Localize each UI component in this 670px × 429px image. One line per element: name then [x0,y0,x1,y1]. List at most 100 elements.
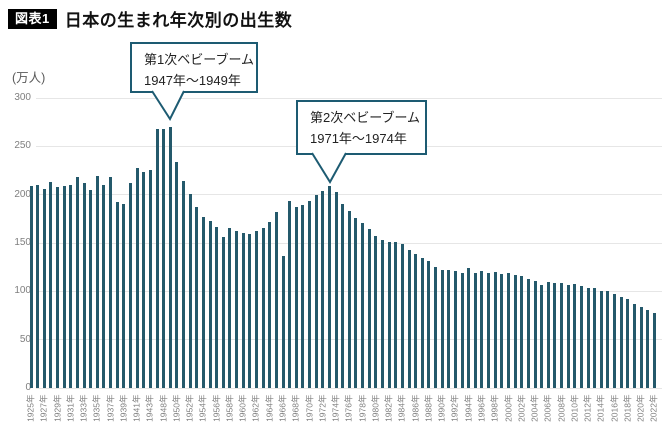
bar-1933 [82,182,86,388]
bar-1995 [473,273,477,388]
annotation-box-second-baby-boom: 第2次ベビーブーム 1971年〜1974年 [296,100,427,155]
bar-1977 [354,218,358,388]
y-tick-label-100: 100 [14,285,31,297]
bar-1989 [434,267,438,388]
x-tick-label-1964: 1964年 [264,394,275,422]
bar-2021 [646,309,650,388]
bar-2009 [566,284,570,388]
bar-1967 [288,200,292,388]
x-tick-label-1943: 1943年 [144,394,155,422]
bar-1964 [268,222,272,388]
x-tick-label-1998: 1998年 [489,394,500,422]
bar-1925 [29,186,33,388]
x-tick-label-1941: 1941年 [131,394,142,422]
x-tick-label-1937: 1937年 [105,394,116,422]
x-tick-label-1996: 1996年 [476,394,487,422]
x-tick-label-1929: 1929年 [52,394,63,422]
bar-1960 [241,232,245,388]
bar-2022 [652,313,656,388]
bar-1985 [407,249,411,388]
bar-1976 [347,210,351,388]
bar-2003 [526,279,530,388]
x-tick-label-2014: 2014年 [595,394,606,422]
figure-number-badge: 図表1 [8,8,57,29]
bar-1999 [500,274,504,388]
x-tick-label-1960: 1960年 [237,394,248,422]
x-tick-label-2018: 2018年 [622,394,633,422]
bar-1971 [314,194,318,388]
bar-1958 [228,228,232,388]
x-tick-label-1970: 1970年 [304,394,315,422]
bar-1932 [75,176,79,388]
x-tick-label-2004: 2004年 [529,394,540,422]
bar-2017 [619,296,623,388]
x-tick-label-2000: 2000年 [503,394,513,422]
bar-1949 [168,127,172,388]
bar-1988 [427,260,431,388]
bar-1978 [361,222,365,388]
bar-1994 [467,268,471,388]
y-tick-label-50: 50 [19,333,31,345]
bar-1973 [327,185,331,388]
bar-1961 [248,234,252,388]
bar-2006 [546,282,550,388]
bar-1997 [487,272,491,388]
x-tick-label-1982: 1982年 [383,394,394,422]
y-tick-label-200: 200 [14,188,31,200]
bar-1991 [447,269,451,388]
bar-1955 [208,220,212,388]
x-tick-label-1935: 1935年 [91,394,102,422]
annotation-label: 第2次ベビーブーム [310,110,421,125]
bar-1979 [367,229,371,388]
bar-1982 [387,241,391,388]
x-tick-label-1988: 1988年 [423,394,434,422]
bar-2018 [626,299,630,388]
bar-1935 [95,176,99,388]
bar-1937 [109,177,113,388]
x-tick-label-1974: 1974年 [330,394,341,422]
bar-1996 [480,271,484,388]
gridline-0 [36,387,662,389]
bar-1934 [89,190,93,388]
bar-2019 [633,304,636,388]
x-tick-label-1976: 1976年 [343,394,354,422]
bar-1993 [460,273,464,388]
bar-1952 [188,194,192,388]
bar-1928 [49,181,53,388]
bar-2016 [613,293,617,388]
bar-1951 [182,181,186,388]
y-tick-label-250: 250 [14,140,31,152]
bar-2000 [507,272,510,388]
x-tick-label-2010: 2010年 [569,394,580,422]
bar-1948 [162,128,166,388]
x-tick-label-1925: 1925年 [25,394,36,422]
x-tick-label-1958: 1958年 [224,394,235,422]
bar-1953 [195,207,199,388]
x-tick-label-1956: 1956年 [211,394,222,422]
bar-1930 [62,186,66,388]
x-tick-label-1966: 1966年 [277,394,288,422]
bar-2007 [553,282,557,388]
x-tick-label-1980: 1980年 [370,394,381,422]
x-tick-label-1978: 1978年 [357,394,368,422]
x-tick-label-1968: 1968年 [290,394,301,422]
bar-2013 [593,288,597,388]
bar-1941 [135,167,139,388]
x-tick-label-2002: 2002年 [516,394,527,422]
bar-2015 [606,290,610,388]
x-tick-label-1933: 1933年 [78,394,89,422]
bar-1936 [102,184,106,388]
bar-1938 [115,201,119,388]
bar-1943 [148,170,152,388]
x-tick-label-2008: 2008年 [556,394,567,422]
bar-2011 [579,286,583,388]
x-tick-label-1984: 1984年 [396,394,407,422]
bar-1963 [261,227,265,388]
bar-2010 [573,284,577,388]
bar-1931 [69,184,73,388]
bar-1940 [128,183,132,388]
x-tick-label-1962: 1962年 [250,394,261,422]
bar-1950 [175,161,179,388]
bar-1983 [394,242,398,388]
